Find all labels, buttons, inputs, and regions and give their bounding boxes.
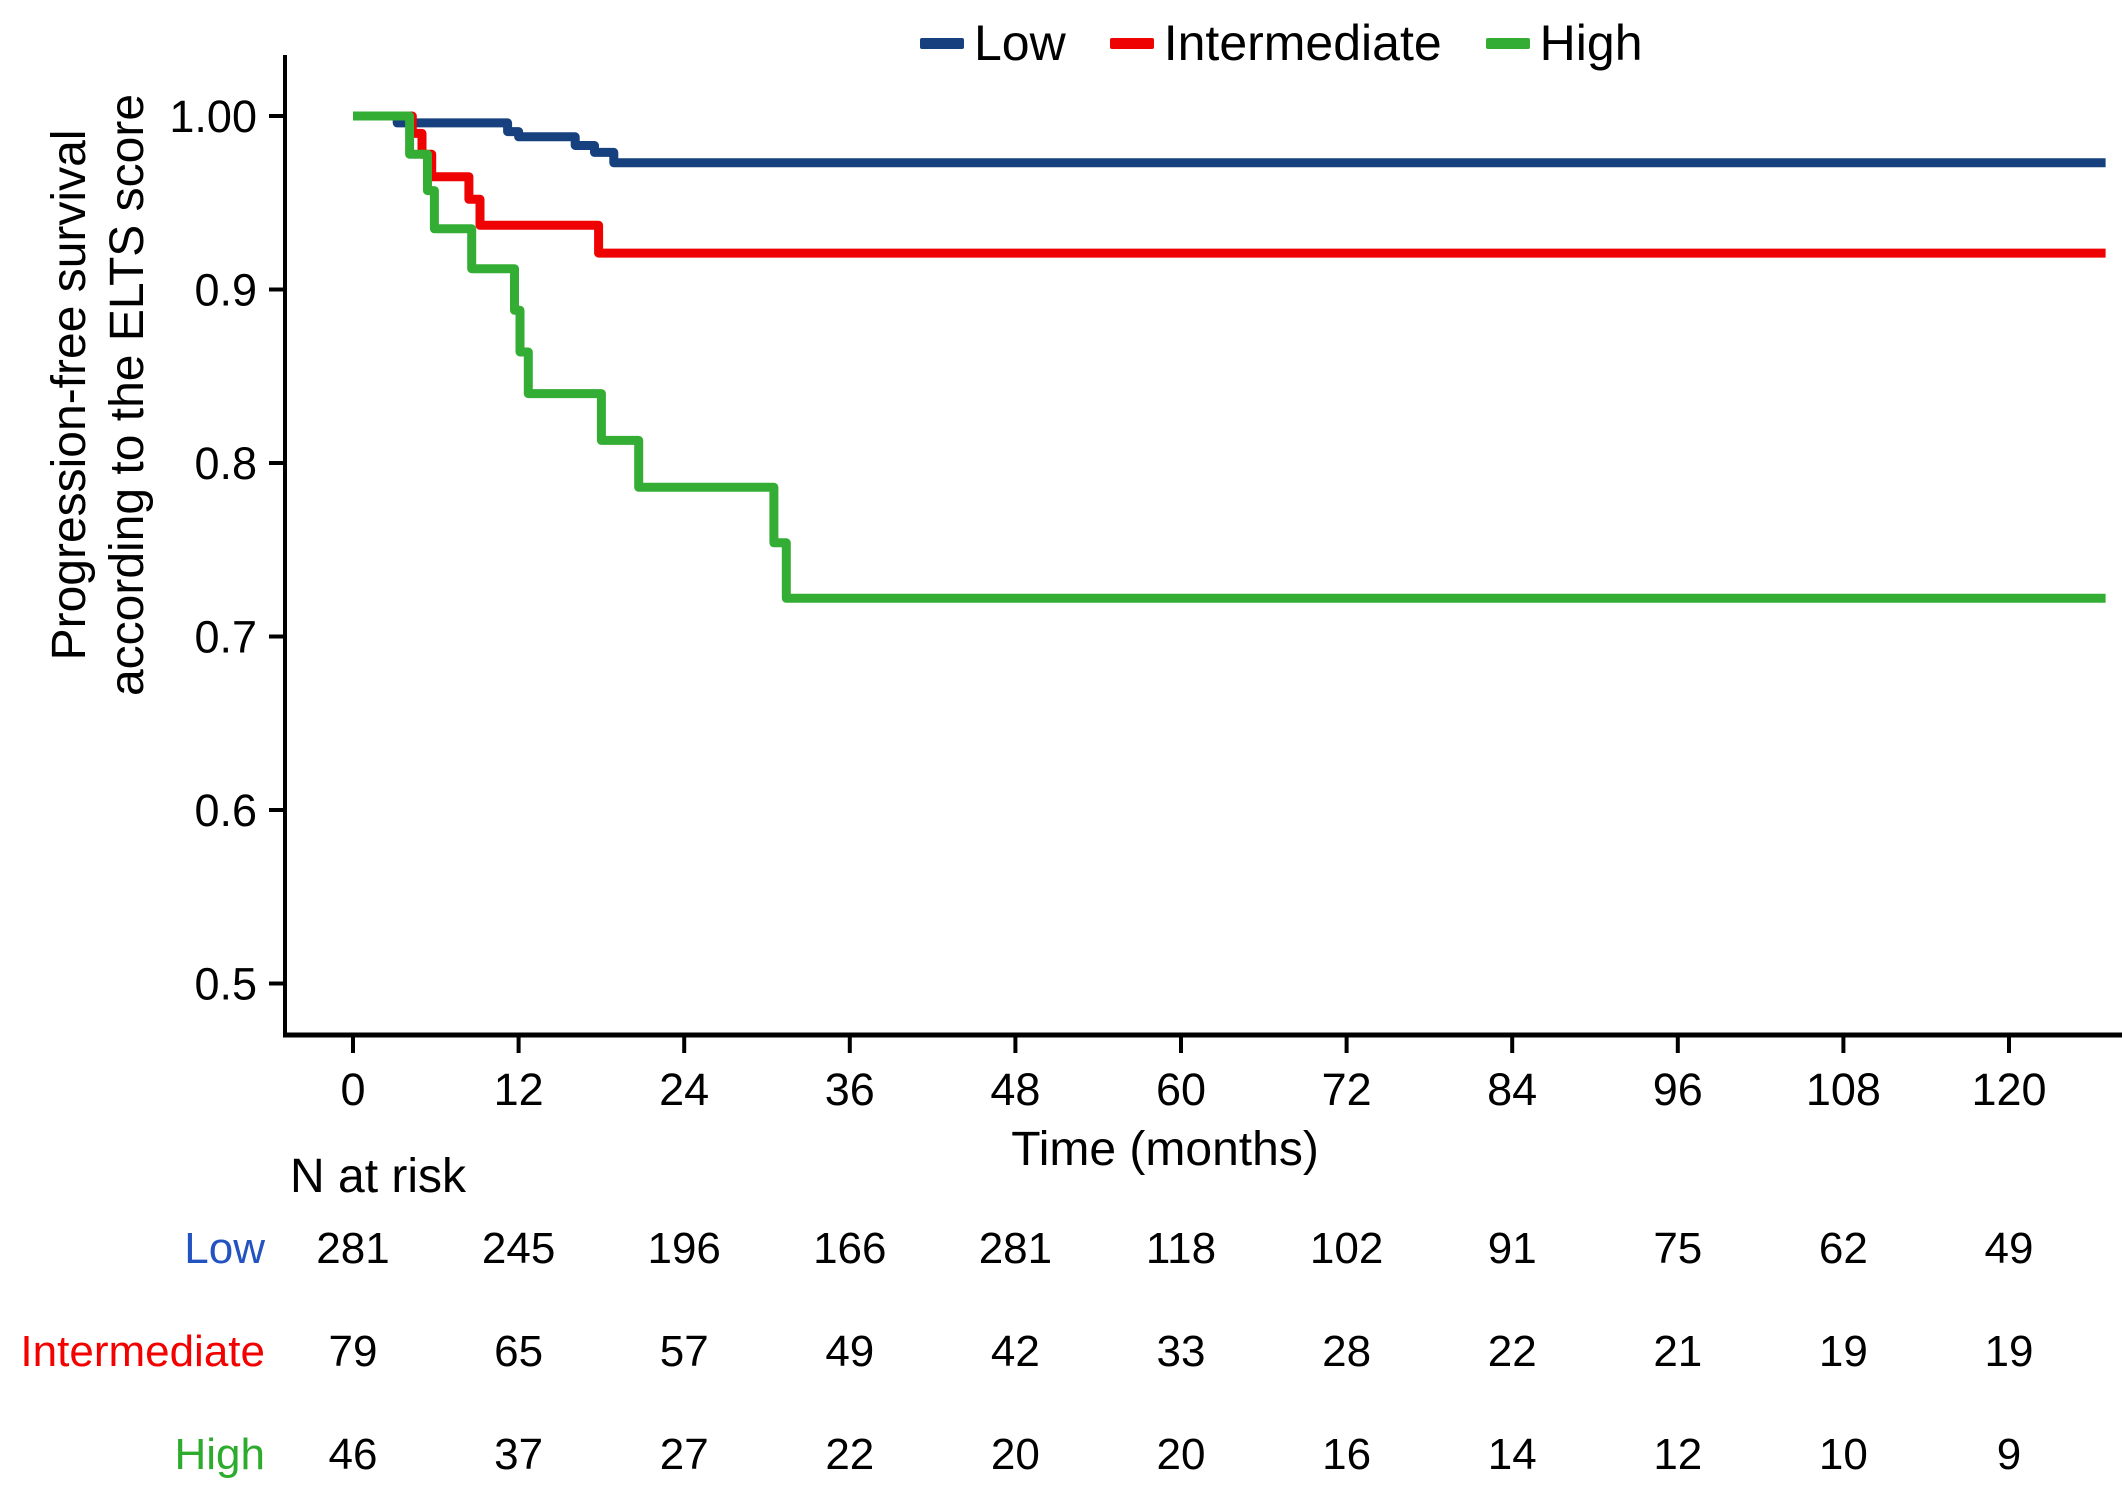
legend-swatch-low [920,37,964,49]
risk-table: Low 281 245 196 166 281 118 102 91 75 62 49 Intermed… [20,1224,2033,1479]
x-tick-label: 96 [1653,1064,1703,1115]
risk-value: 20 [991,1430,1040,1479]
risk-value: 9 [1997,1430,2021,1479]
x-tick-label: 36 [825,1064,875,1115]
risk-value: 196 [647,1224,720,1273]
axes [269,55,2122,1053]
risk-value: 22 [825,1430,874,1479]
legend-swatch-intermediate [1109,37,1154,49]
risk-value: 42 [991,1327,1040,1376]
y-tick-label: 0.7 [194,612,257,663]
y-axis-label-line1: Progression-free survival [43,130,96,661]
risk-value: 46 [329,1430,378,1479]
legend-item-high: High [1485,14,1643,72]
risk-value: 57 [660,1327,709,1376]
x-tick-label: 48 [990,1064,1040,1115]
risk-value: 65 [494,1327,543,1376]
risk-value: 75 [1653,1224,1702,1273]
legend-label-intermediate: Intermediate [1163,15,1442,71]
x-tick-label: 0 [340,1064,365,1115]
risk-value: 19 [1985,1327,2034,1376]
risk-value: 281 [979,1224,1052,1273]
risk-row-label-high: High [175,1430,266,1479]
risk-value: 245 [482,1224,555,1273]
x-tick-label: 120 [1971,1064,2046,1115]
risk-value: 62 [1819,1224,1868,1273]
survival-curves [353,111,2106,603]
legend-item-intermediate: Intermediate [1109,14,1442,72]
legend: Low Intermediate High [920,14,1643,72]
risk-value: 49 [1985,1224,2034,1273]
risk-value: 12 [1653,1430,1702,1479]
y-tick-label: 1.00 [169,91,257,142]
legend-label-high: High [1539,15,1643,71]
curve-intermediate [353,111,2106,258]
curve-low [353,111,2106,168]
risk-value: 19 [1819,1327,1868,1376]
risk-value: 16 [1322,1430,1371,1479]
legend-item-low: Low [920,14,1066,72]
x-tick-label: 24 [659,1064,709,1115]
legend-label-low: Low [974,15,1066,71]
x-tick-label: 72 [1322,1064,1372,1115]
risk-value: 28 [1322,1327,1371,1376]
y-tick-label: 0.8 [194,438,257,489]
risk-value: 20 [1157,1430,1206,1479]
risk-value: 102 [1310,1224,1383,1273]
risk-value: 281 [316,1224,389,1273]
y-tick-label: 0.5 [194,959,257,1010]
risk-row-label-intermediate: Intermediate [20,1327,265,1376]
risk-value: 37 [494,1430,543,1479]
risk-value: 118 [1146,1224,1216,1273]
risk-value: 33 [1157,1327,1206,1376]
legend-swatch-high [1485,37,1530,49]
risk-value: 10 [1819,1430,1868,1479]
tick-labels: 1.00 0.9 0.8 0.7 0.6 0.5 0 12 24 36 48 60 72 84 96 108 1… [169,91,2046,1115]
risk-value: 21 [1653,1327,1702,1376]
risk-value: 166 [813,1224,886,1273]
x-tick-label: 60 [1156,1064,1206,1115]
x-tick-label: 12 [494,1064,544,1115]
risk-value: 14 [1488,1430,1537,1479]
y-tick-label: 0.9 [194,265,257,316]
risk-table-header: N at risk [290,1150,467,1203]
curve-high [353,111,2106,603]
y-tick-label: 0.6 [194,785,257,836]
risk-value: 49 [825,1327,874,1376]
risk-value: 79 [329,1327,378,1376]
risk-value: 22 [1488,1327,1537,1376]
risk-value: 27 [660,1430,709,1479]
x-tick-label: 84 [1487,1064,1537,1115]
risk-row-label-low: Low [184,1224,265,1273]
risk-value: 91 [1488,1224,1537,1273]
x-axis-label: Time (months) [1011,1123,1319,1176]
x-tick-label: 108 [1806,1064,1881,1115]
y-axis-label-line2: according to the ELTS score [101,94,154,696]
